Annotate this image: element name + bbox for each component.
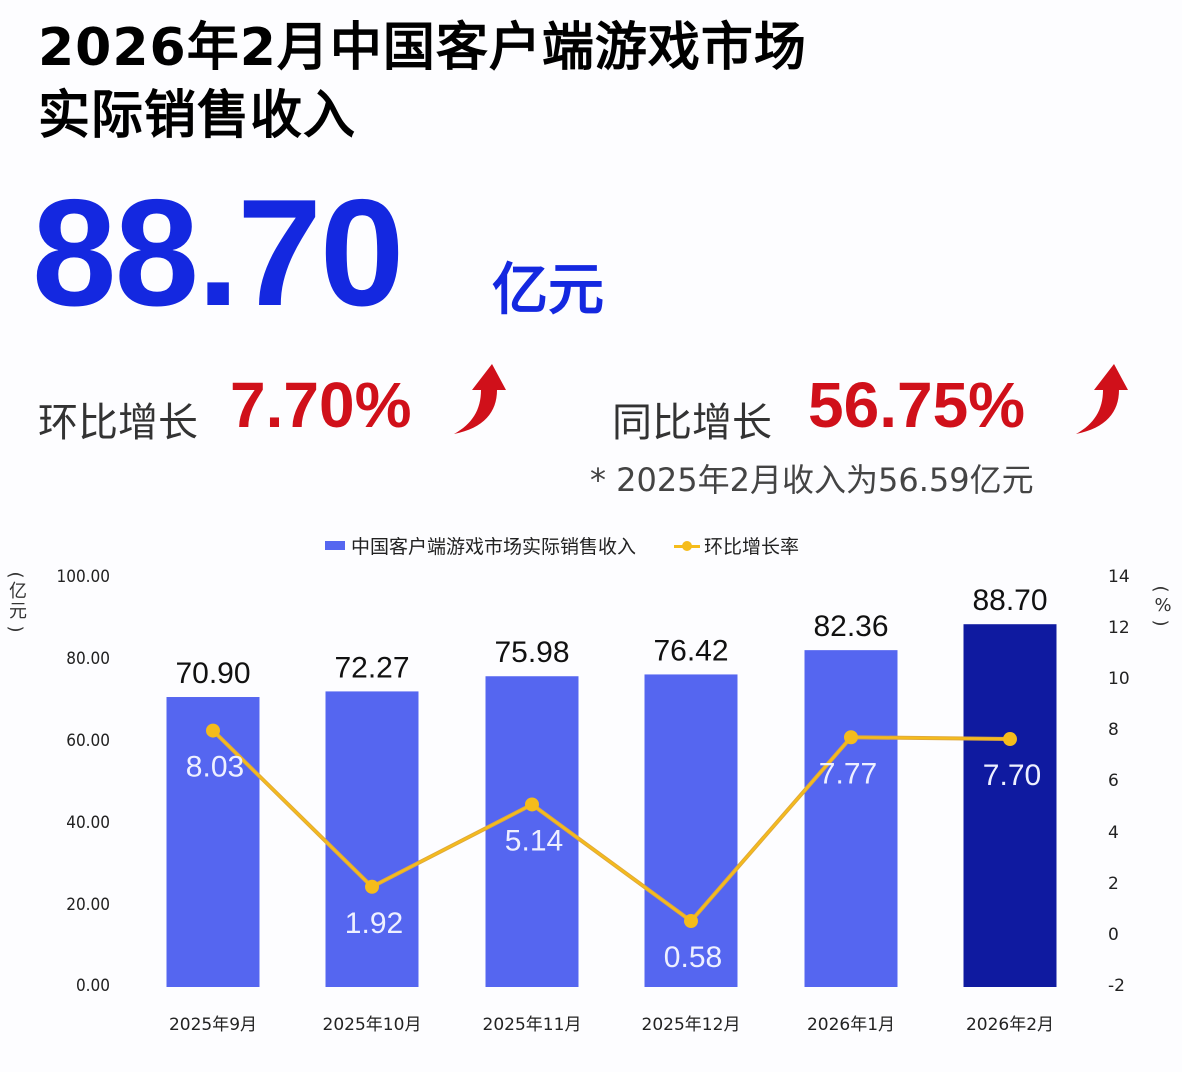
line-point	[365, 879, 379, 894]
bar-series	[166, 624, 1057, 987]
page-title: 2026年2月中国客户端游戏市场 实际销售收入	[38, 14, 807, 150]
bar	[963, 624, 1057, 987]
title-line-1: 2026年2月中国客户端游戏市场	[38, 18, 807, 78]
headline-unit: 亿元	[492, 258, 604, 323]
legend-line-swatch	[674, 539, 701, 553]
y-tick-right: 10	[1108, 669, 1130, 689]
x-tick-label: 2025年12月	[641, 1015, 741, 1035]
bar-value-label: 76.42	[653, 634, 728, 667]
rate-value-label: 1.92	[345, 907, 403, 940]
bar	[485, 676, 579, 987]
y-tick-right: 12	[1108, 618, 1130, 638]
y-tick-right: -2	[1108, 976, 1125, 996]
y-tick-right: 8	[1108, 720, 1119, 740]
rate-value-label: 8.03	[186, 751, 244, 784]
rate-value-label: 0.58	[664, 941, 722, 974]
mom-label: 环比增长	[38, 400, 198, 446]
y-tick-right: 6	[1108, 771, 1119, 791]
bar	[804, 650, 898, 987]
chart-legend: 中国客户端游戏市场实际销售收入 环比增长率	[325, 532, 799, 559]
line-point	[525, 797, 539, 812]
yoy-value: 56.75%	[808, 369, 1026, 441]
line-point	[1003, 732, 1017, 747]
right-axis-unit: ( % )	[1150, 585, 1172, 627]
legend-bar-label: 中国客户端游戏市场实际销售收入	[351, 536, 637, 558]
y-tick-right: 2	[1108, 874, 1119, 894]
y-tick-left: 100.00	[56, 567, 111, 587]
data-labels: 70.90 72.27 75.98 76.42 82.36 88.70 8.03 1.92 5.…	[175, 584, 1047, 974]
rate-value-label: 7.70	[983, 759, 1041, 792]
title-line-2: 实际销售收入	[38, 86, 357, 146]
y-tick-right: 14	[1108, 567, 1130, 587]
yoy-label: 同比增长	[612, 400, 772, 446]
x-tick-label: 2025年10月	[322, 1015, 422, 1035]
rate-value-label: 5.14	[505, 824, 563, 857]
bar-value-label: 82.36	[813, 610, 888, 643]
bar	[644, 674, 738, 987]
left-axis-unit: ( 亿元 )	[5, 571, 27, 633]
mom-value: 7.70%	[230, 369, 412, 441]
y-tick-right: 0	[1108, 925, 1119, 945]
bar-value-label: 70.90	[175, 657, 250, 690]
x-tick-label: 2026年2月	[965, 1015, 1055, 1035]
headline-value: 88.70	[32, 168, 404, 338]
x-tick-label: 2025年11月	[482, 1015, 582, 1035]
y-tick-right: 4	[1108, 823, 1119, 843]
legend-line-label: 环比增长率	[704, 536, 800, 558]
rate-value-label: 7.77	[819, 757, 877, 790]
x-tick-label: 2025年9月	[168, 1015, 258, 1035]
bar	[325, 691, 419, 987]
y-tick-left: 0.00	[75, 976, 110, 996]
y-tick-left: 20.00	[66, 895, 110, 915]
bar-value-label: 75.98	[494, 636, 569, 669]
bar-value-label: 72.27	[334, 651, 409, 684]
y-tick-left: 60.00	[66, 731, 110, 751]
footnote: * 2025年2月收入为56.59亿元	[590, 461, 1034, 499]
line-series	[206, 723, 1017, 929]
line-point	[684, 914, 698, 929]
line-point	[844, 730, 858, 745]
y-tick-left: 40.00	[66, 813, 110, 833]
up-arrow-icon	[454, 364, 506, 434]
legend-bar-swatch	[325, 541, 345, 550]
bar	[166, 697, 260, 987]
line-point	[206, 723, 220, 738]
up-arrow-icon	[1076, 364, 1128, 434]
y-tick-left: 80.00	[66, 649, 110, 669]
bar-value-label: 88.70	[972, 584, 1047, 617]
x-tick-label: 2026年1月	[806, 1015, 896, 1035]
